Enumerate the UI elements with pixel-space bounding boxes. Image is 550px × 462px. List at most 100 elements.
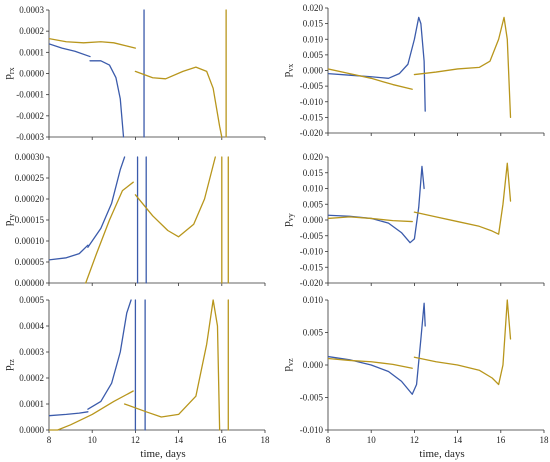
y-axis-label-main: p bbox=[2, 220, 14, 226]
panel-pz: 0.0000 0.0001 0.0002 0.0003 0.0004 0.0005 8 10 1… bbox=[2, 295, 270, 460]
y-tick-label: 0.0004 bbox=[19, 321, 44, 331]
x-tick-label: 8 bbox=[326, 435, 331, 445]
y-tick-label: 0.0003 bbox=[19, 5, 44, 15]
panel-vz: -0.010 -0.005 0.000 0.005 0.010 8 10 12 14 16 18 pv… bbox=[281, 295, 549, 460]
y-tick-label: 0.015 bbox=[303, 168, 324, 178]
plot-area bbox=[49, 299, 229, 431]
panel-px: -0.0003 -0.0002 -0.0001 0.0000 0.0001 0.0002 0… bbox=[2, 5, 266, 142]
y-tick-label: 0.020 bbox=[303, 152, 324, 162]
series-a-segment bbox=[87, 156, 126, 248]
y-tick-label: 0.00000 bbox=[15, 278, 45, 288]
x-tick-label: 12 bbox=[131, 435, 140, 445]
y-tick-label: 0.0000 bbox=[19, 425, 44, 435]
y-tick-label: -0.005 bbox=[300, 81, 324, 91]
series-b-segment bbox=[123, 299, 221, 431]
x-tick-label: 16 bbox=[496, 435, 506, 445]
y-axis-label-sub: vz bbox=[286, 358, 295, 366]
plot-area bbox=[328, 162, 512, 244]
y-axis-label-sub: vx bbox=[286, 64, 295, 72]
x-tick-label: 8 bbox=[47, 435, 52, 445]
plot-area bbox=[49, 9, 227, 138]
y-tick-label: 0.020 bbox=[303, 3, 324, 13]
y-axis-label-sub: vy bbox=[286, 213, 295, 221]
y-axis-label: pvy bbox=[281, 213, 295, 227]
y-tick-label: 0.0001 bbox=[19, 47, 44, 57]
y-tick-label: 0.015 bbox=[303, 19, 324, 29]
y-axis-label-sub: rz bbox=[7, 359, 16, 366]
series-b-segment bbox=[413, 299, 512, 386]
series-b-segment bbox=[134, 156, 216, 238]
series-b-segment bbox=[328, 216, 413, 223]
y-axis-label-main: p bbox=[281, 366, 293, 372]
x-tick-label: 10 bbox=[367, 435, 377, 445]
x-tick-label: 12 bbox=[410, 435, 419, 445]
x-tick-label: 16 bbox=[217, 435, 227, 445]
y-axis-label-sub: rx bbox=[7, 67, 16, 74]
series-a-segment bbox=[49, 411, 89, 417]
y-tick-label: -0.0001 bbox=[16, 90, 44, 100]
y-tick-label: 0.00025 bbox=[15, 173, 45, 183]
y-tick-label: 0.0005 bbox=[19, 295, 44, 305]
y-tick-label: 0.000 bbox=[303, 66, 324, 76]
plot-area bbox=[49, 156, 229, 284]
series-a-segment bbox=[89, 60, 125, 138]
y-axis-label-main: p bbox=[281, 71, 293, 77]
y-tick-label: 0.010 bbox=[303, 295, 324, 305]
panel-py: 0.00000 0.00005 0.00010 0.00015 0.00020 0.000… bbox=[2, 152, 266, 288]
y-axis-label-main: p bbox=[281, 221, 293, 227]
series-b-segment bbox=[85, 181, 134, 284]
x-axis-label: time, days bbox=[140, 448, 185, 460]
y-axis-label-main: p bbox=[2, 74, 14, 80]
y-tick-label: -0.005 bbox=[300, 393, 324, 403]
y-tick-label: 0.00020 bbox=[15, 194, 45, 204]
series-b-segment bbox=[49, 37, 137, 49]
y-tick-label: -0.010 bbox=[300, 97, 324, 107]
series-a-segment bbox=[328, 165, 425, 244]
x-tick-label: 18 bbox=[540, 435, 550, 445]
y-axis-label-sub: ry bbox=[7, 214, 16, 221]
y-tick-label: 0.0001 bbox=[19, 399, 44, 409]
y-axis-label: pry bbox=[2, 214, 16, 226]
y-tick-label: -0.015 bbox=[300, 112, 324, 122]
series-b-segment bbox=[134, 66, 223, 138]
series-a-segment bbox=[87, 299, 132, 410]
y-tick-label: 0.005 bbox=[303, 199, 324, 209]
panel-vy: -0.020 -0.015 -0.010 -0.005 0.000 0.005 0.010 0… bbox=[281, 152, 545, 288]
y-axis-label: prz bbox=[2, 359, 16, 371]
y-axis-label: prx bbox=[2, 67, 16, 79]
y-tick-label: -0.015 bbox=[300, 262, 324, 272]
y-tick-label: -0.010 bbox=[300, 425, 324, 435]
y-tick-label: 0.0002 bbox=[19, 373, 44, 383]
x-tick-label: 14 bbox=[174, 435, 184, 445]
series-b-segment bbox=[413, 162, 512, 235]
y-tick-label: 0.00030 bbox=[15, 152, 45, 162]
y-tick-label: 0.0003 bbox=[19, 347, 44, 357]
y-tick-label: 0.010 bbox=[303, 184, 324, 194]
series-b-segment bbox=[328, 357, 413, 369]
y-tick-label: 0.00015 bbox=[15, 215, 45, 225]
series-b-segment bbox=[328, 68, 413, 90]
y-tick-label: 0.000 bbox=[303, 360, 324, 370]
series-a-segment bbox=[328, 302, 426, 395]
plot-area bbox=[328, 16, 512, 119]
y-tick-label: 0.0000 bbox=[19, 69, 44, 79]
series-a-segment bbox=[328, 16, 426, 112]
series-b-segment bbox=[49, 390, 134, 431]
x-tick-label: 14 bbox=[453, 435, 463, 445]
y-axis-label-main: p bbox=[2, 365, 14, 371]
y-tick-label: -0.005 bbox=[300, 231, 324, 241]
x-tick-label: 10 bbox=[88, 435, 98, 445]
y-axis-label: pvz bbox=[281, 358, 295, 372]
series-b-segment bbox=[413, 16, 512, 119]
y-tick-label: 0.00005 bbox=[15, 257, 45, 267]
y-tick-label: -0.0003 bbox=[16, 132, 44, 142]
y-tick-label: 0.000 bbox=[303, 215, 324, 225]
y-tick-label: -0.020 bbox=[300, 278, 324, 288]
y-tick-label: 0.005 bbox=[303, 50, 324, 60]
y-tick-label: 0.0002 bbox=[19, 26, 44, 36]
y-tick-label: 0.010 bbox=[303, 34, 324, 44]
y-tick-label: -0.0002 bbox=[16, 111, 44, 121]
y-tick-label: 0.005 bbox=[303, 328, 324, 338]
plot-area bbox=[328, 299, 512, 395]
panel-vx: -0.020 -0.015 -0.010 -0.005 0.000 0.005 0.010 0… bbox=[281, 3, 545, 138]
